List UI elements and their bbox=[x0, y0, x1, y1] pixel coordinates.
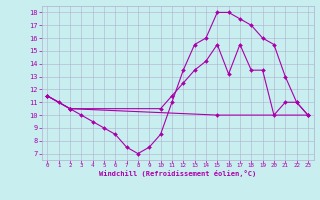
X-axis label: Windchill (Refroidissement éolien,°C): Windchill (Refroidissement éolien,°C) bbox=[99, 170, 256, 177]
